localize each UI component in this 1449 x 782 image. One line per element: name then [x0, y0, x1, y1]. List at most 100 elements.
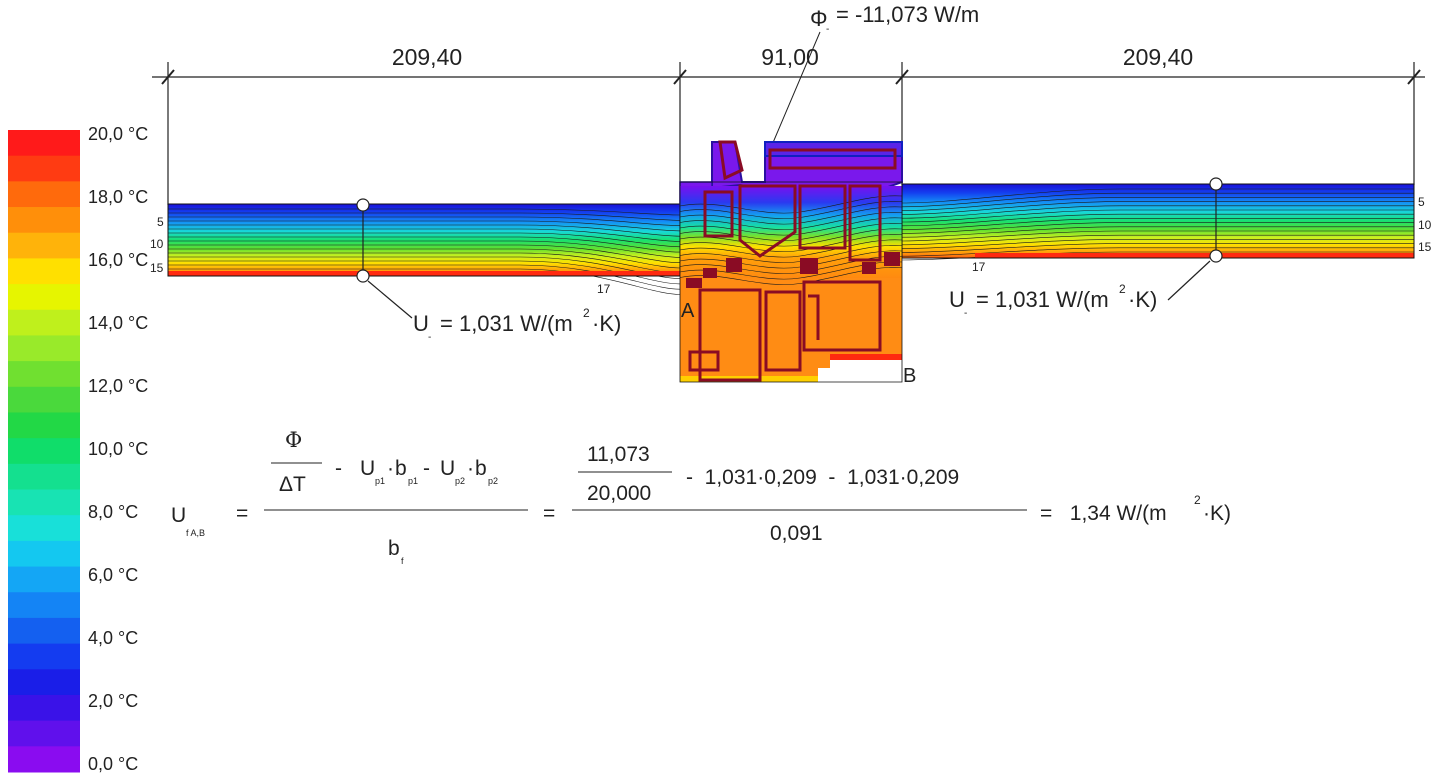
isotherm-line [901, 226, 1414, 238]
isotherm-line [679, 255, 903, 274]
legend-swatch [8, 130, 80, 157]
legend-label: 14,0 °C [88, 313, 148, 333]
iso-label-right-15: 15 [1418, 240, 1432, 254]
u-left-tail: ·K) [592, 311, 621, 336]
legend-swatch [8, 284, 80, 311]
u-left-sym: U [413, 311, 429, 336]
u-right-sub: - [964, 308, 967, 319]
legend-swatch [8, 669, 80, 696]
formula-minus-2: - [423, 457, 430, 480]
formula-eq-2: = [543, 502, 555, 525]
u-right-sym: U [949, 287, 965, 312]
u-right-value: = 1,031 W/(m [976, 287, 1109, 312]
isotherm-line [168, 212, 681, 221]
isotherm-line [168, 208, 681, 216]
formula-dot-1: · [387, 457, 394, 480]
window-frame-profile [679, 140, 903, 383]
dimension-right-label: 209,40 [1123, 44, 1193, 70]
legend-swatch [8, 643, 80, 670]
formula-result-sup: 2 [1194, 493, 1201, 507]
u-left-value: = 1,031 W/(m [440, 311, 573, 336]
formula-bf: b [388, 537, 400, 560]
iso-label-left-10: 10 [150, 237, 164, 251]
formula-flow-value: 11,073 [587, 443, 650, 466]
formula-delta-t: ΔT [279, 473, 306, 496]
formula-delta-t-value: 20,000 [587, 482, 651, 505]
isotherm-line [679, 233, 903, 252]
legend-swatch [8, 746, 80, 773]
right-panel [901, 183, 1415, 261]
isotherm-line [168, 232, 681, 248]
isotherm-line [901, 243, 1414, 253]
legend-swatch [8, 592, 80, 619]
temperature-legend [8, 130, 80, 773]
dimension-left-label: 209,40 [392, 44, 462, 70]
isotherm-line [901, 239, 1414, 249]
formula-minus-1: - [335, 457, 342, 480]
isotherm-line [168, 268, 681, 295]
legend-swatch [8, 463, 80, 491]
u-label-left: U - = 1,031 W/(m 2 ·K) [413, 306, 621, 343]
isotherm-line [901, 218, 1414, 230]
isotherm-line [901, 247, 1414, 257]
u-left-sub: - [428, 332, 431, 343]
u-right-tail: ·K) [1128, 287, 1157, 312]
formula-b-p1-sub: p1 [408, 476, 418, 486]
legend-swatch [8, 720, 80, 747]
legend-swatch [8, 438, 80, 465]
formula-b-p2: b [475, 457, 487, 480]
isotherm-line [901, 188, 1414, 204]
u-left-sup: 2 [583, 306, 590, 320]
isotherm-line [901, 222, 1414, 234]
heat-flow-symbol: Φ [810, 6, 828, 31]
legend-label: 10,0 °C [88, 439, 148, 459]
formula-b-p2-sub: p2 [488, 476, 498, 486]
heat-flow-sub: - [826, 24, 829, 35]
legend-swatch [8, 232, 80, 259]
formula-lhs-sub: f A,B [186, 528, 205, 538]
formula-subtraction-terms: - 1,031·0,209 - 1,031·0,209 [686, 466, 959, 489]
isotherm-line [901, 205, 1414, 219]
isotherm-line [168, 224, 681, 237]
formula-u-p1: U [360, 457, 375, 480]
u-right-sup: 2 [1119, 282, 1126, 296]
isotherm-line [168, 228, 681, 242]
isotherm-line [679, 239, 903, 258]
isotherm-line [168, 248, 681, 269]
legend-label: 4,0 °C [88, 628, 138, 648]
legend-swatch [8, 361, 80, 388]
iso-label-right-17: 17 [972, 260, 986, 274]
isotherm-line [901, 192, 1414, 208]
formula-bf-sub: f [401, 556, 404, 566]
formula-result: = 1,34 W/(m [1040, 502, 1167, 525]
legend-swatch [8, 207, 80, 234]
iso-label-left-5: 5 [157, 215, 164, 229]
formula-u-p2: U [440, 457, 455, 480]
dimension-center-label: 91,00 [761, 44, 819, 70]
u-marker-left [356, 198, 413, 319]
isotherm-line [901, 213, 1414, 227]
formula: U f A,B = Φ ΔT - U p1 · b p1 - U p2 · b … [171, 428, 1231, 566]
legend-swatch [8, 386, 80, 413]
legend-swatch [8, 412, 80, 439]
iso-label-right-5: 5 [1418, 195, 1425, 209]
legend-label: 2,0 °C [88, 691, 138, 711]
legend-label: 12,0 °C [88, 376, 148, 396]
formula-u-p1-sub: p1 [375, 476, 385, 486]
isotherm-line [168, 216, 681, 226]
temperature-legend-labels: 20,0 °C 18,0 °C 16,0 °C 14,0 °C 12,0 °C 10,0 … [88, 124, 148, 774]
formula-denominator: 0,091 [770, 522, 823, 545]
formula-dot-2: · [467, 457, 474, 480]
heat-flow-leader [771, 31, 821, 146]
isotherm-line [168, 236, 681, 253]
heat-flow-label: Φ - = -11,073 W/m [810, 2, 979, 35]
isotherm-line [901, 230, 1414, 242]
isotherm-line [901, 209, 1414, 223]
legend-swatch [8, 617, 80, 645]
legend-label: 20,0 °C [88, 124, 148, 144]
u-marker-right [1167, 177, 1223, 301]
isotherm-line [901, 201, 1414, 215]
legend-swatch [8, 335, 80, 362]
legend-swatch [8, 489, 80, 516]
